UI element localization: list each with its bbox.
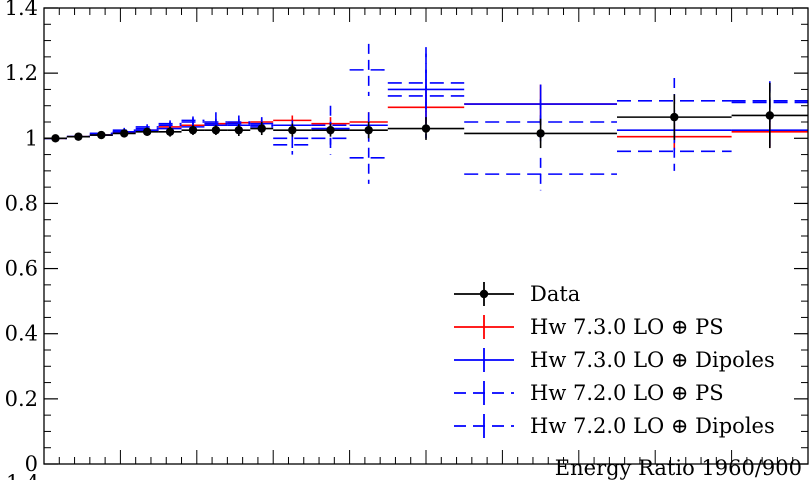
legend-label: Data bbox=[530, 282, 580, 306]
data-point-marker bbox=[765, 111, 774, 120]
data-point-marker bbox=[142, 127, 152, 136]
legend: Data Hw 7.3.0 LO ⊕ PS Hw 7.3.0 LO ⊕ Dipole… bbox=[454, 282, 775, 438]
y-tick-label: 1 bbox=[25, 126, 38, 150]
data-point-marker bbox=[188, 125, 198, 135]
y-tick-label: 1.4 bbox=[5, 0, 38, 20]
data-point-marker bbox=[257, 124, 266, 133]
data-point-marker bbox=[536, 129, 545, 138]
data-point-marker bbox=[670, 112, 679, 122]
y-tick-labels: 0 0.2 0.4 0.6 0.8 1 1.2 1.4 bbox=[5, 0, 38, 476]
legend-label: Hw 7.2.0 LO ⊕ PS bbox=[530, 381, 724, 405]
legend-label: Hw 7.2.0 LO ⊕ Dipoles bbox=[530, 414, 775, 438]
legend-label: Hw 7.3.0 LO ⊕ PS bbox=[530, 315, 724, 339]
axis-ticks bbox=[43, 7, 809, 465]
legend-swatch-marker bbox=[479, 289, 489, 299]
data-point-marker bbox=[165, 127, 175, 136]
data-point-marker bbox=[326, 125, 335, 135]
data-point-marker bbox=[364, 125, 373, 135]
data-points bbox=[44, 82, 808, 149]
y-tick-label: 0.2 bbox=[5, 387, 38, 411]
data-point-marker bbox=[234, 125, 244, 135]
data-point-marker bbox=[74, 132, 83, 141]
data-point-marker bbox=[421, 124, 431, 133]
y-tick-label: 1.2 bbox=[5, 61, 38, 85]
data-point-marker bbox=[211, 125, 221, 135]
y-tick-label: 0.4 bbox=[5, 322, 38, 346]
plot-frame bbox=[43, 7, 809, 465]
data-point-marker bbox=[51, 134, 60, 143]
y-tick-label: 0 bbox=[25, 452, 38, 476]
data-point-marker bbox=[120, 129, 129, 138]
y-tick-label: 0.8 bbox=[5, 191, 38, 215]
data-point-marker bbox=[97, 130, 106, 140]
next-panel-top-label: 1.4 bbox=[6, 471, 39, 480]
y-tick-label: 0.6 bbox=[5, 257, 38, 281]
data-point-marker bbox=[288, 125, 297, 135]
legend-label: Hw 7.3.0 LO ⊕ Dipoles bbox=[530, 348, 775, 372]
x-axis-label: Energy Ratio 1960/900 bbox=[555, 456, 802, 480]
